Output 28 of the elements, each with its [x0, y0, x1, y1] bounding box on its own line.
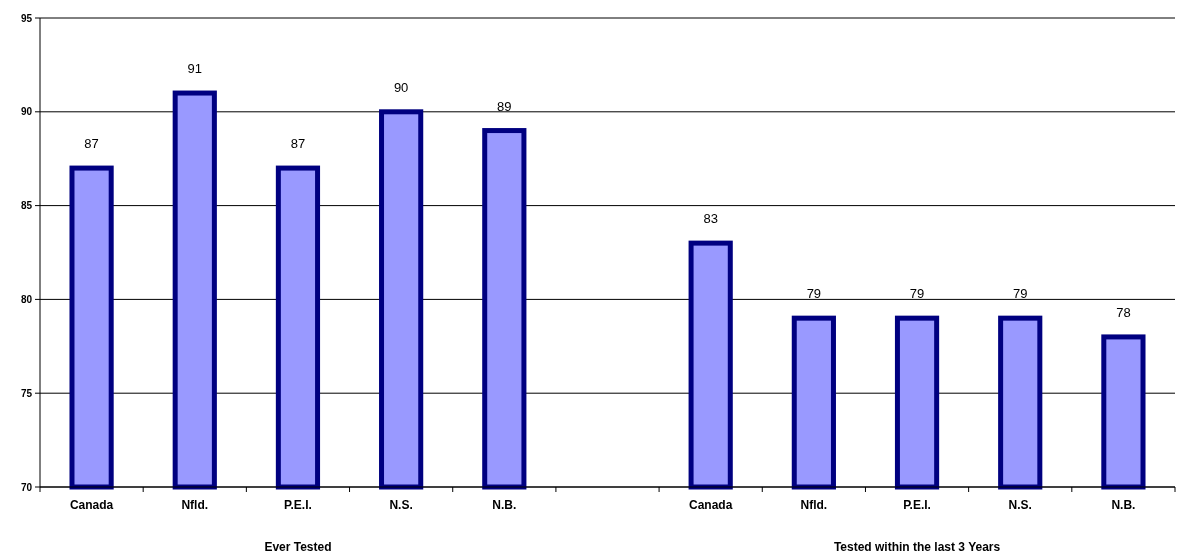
- x-tick-label: Nfld.: [181, 498, 209, 512]
- x-tick-label: N.B.: [492, 498, 517, 512]
- x-tick-label: Nfld.: [800, 498, 828, 512]
- x-tick-label: P.E.I.: [903, 498, 931, 512]
- data-label: 87: [290, 136, 306, 152]
- data-label: 83: [703, 211, 718, 227]
- x-tick-label: N.B.: [1111, 498, 1136, 512]
- x-tick-label: N.S.: [1008, 498, 1032, 512]
- text: Tested within the last 3 Years: [833, 540, 1001, 554]
- x-tick-label: N.S.: [389, 498, 413, 512]
- y-tick-label: 95: [20, 12, 33, 24]
- data-label: 87: [84, 136, 99, 152]
- data-label: 91: [187, 61, 203, 77]
- data-label: 90: [393, 79, 409, 95]
- x-tick-label: Canada: [689, 498, 733, 512]
- data-label: 79: [909, 286, 925, 302]
- y-tick-label: 90: [20, 106, 33, 118]
- x-tick-label: P.E.I.: [284, 498, 312, 512]
- y-tick-label: 85: [20, 200, 33, 212]
- data-label: 79: [1012, 286, 1028, 302]
- y-tick-label: 80: [20, 293, 33, 305]
- data-label: 79: [806, 286, 822, 302]
- data-label: 89: [497, 98, 512, 114]
- y-tick-label: 70: [20, 481, 33, 493]
- text: Ever Tested: [264, 540, 332, 554]
- x-tick-label: Canada: [69, 498, 114, 512]
- y-tick-label: 75: [20, 387, 33, 399]
- data-label: 78: [1116, 304, 1131, 320]
